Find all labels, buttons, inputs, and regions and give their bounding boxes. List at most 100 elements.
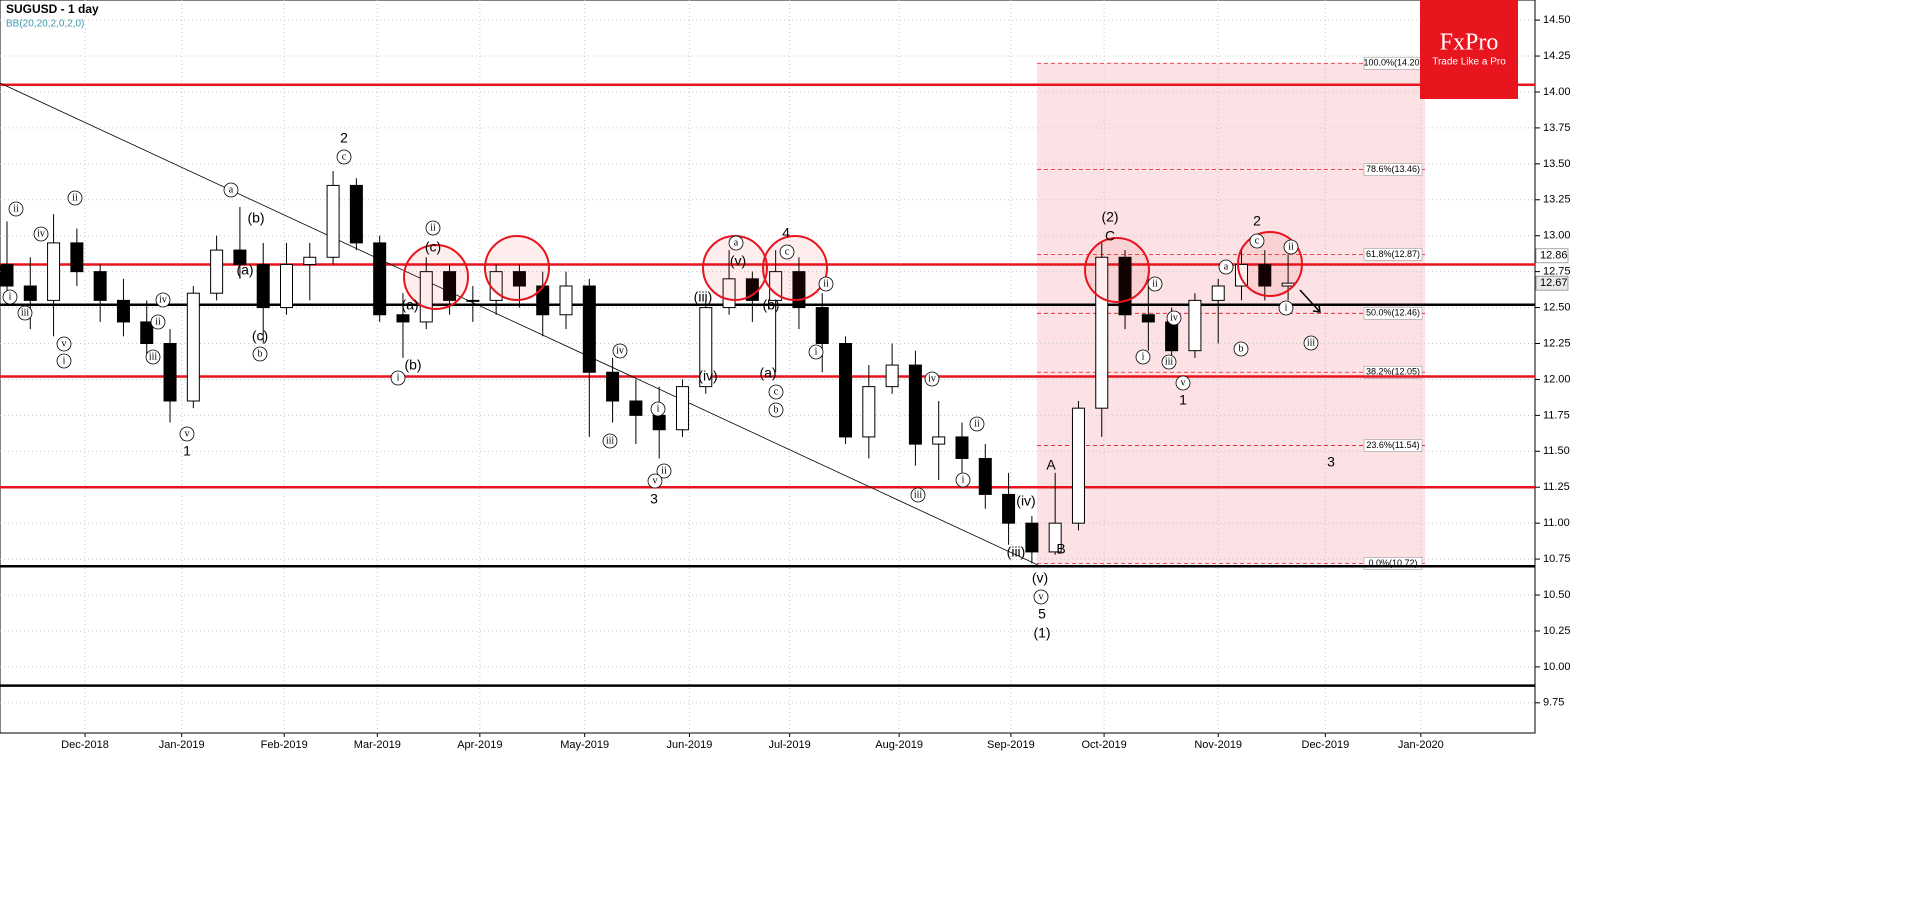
wave-label: (c) bbox=[425, 239, 441, 255]
wave-label: (a) bbox=[236, 262, 253, 278]
candle-body bbox=[885, 364, 899, 388]
fib-label: 23.6%(11.54) bbox=[1366, 440, 1419, 450]
wave-label: iv bbox=[616, 345, 624, 356]
wave-label: 1 bbox=[1179, 392, 1187, 408]
candle-body bbox=[466, 299, 480, 302]
y-tick-label: 13.75 bbox=[1543, 122, 1571, 134]
annotation-ring bbox=[155, 292, 171, 308]
fib-label: 50.0%(12.46) bbox=[1366, 308, 1420, 318]
y-tick-label: 14.00 bbox=[1543, 86, 1571, 98]
candle-body bbox=[839, 343, 853, 438]
wave-label: (a) bbox=[759, 365, 776, 381]
wave-label: v bbox=[185, 428, 190, 439]
wave-label: i bbox=[397, 372, 400, 383]
annotation-ring bbox=[1233, 341, 1249, 357]
candle-body bbox=[582, 285, 596, 373]
y-tick-label: 14.50 bbox=[1543, 14, 1571, 26]
wave-label: (c) bbox=[252, 328, 268, 344]
annotation-ring bbox=[1161, 354, 1177, 370]
wave-label: v bbox=[653, 475, 658, 486]
annotation-ring bbox=[1218, 259, 1234, 275]
wave-label: ii bbox=[430, 222, 436, 233]
wave-label: 3 bbox=[650, 491, 658, 507]
wave-label: 5 bbox=[1038, 606, 1046, 622]
fib-label: 0.0%(10.72) bbox=[1368, 558, 1417, 568]
wave-label: ii bbox=[661, 465, 667, 476]
annotation-ring bbox=[808, 344, 824, 360]
wave-label: iv bbox=[928, 373, 936, 384]
candle-body bbox=[1002, 493, 1016, 524]
wave-label: i bbox=[657, 403, 660, 414]
candle-body bbox=[233, 249, 247, 265]
wave-label: i bbox=[1142, 351, 1145, 362]
x-tick-label: Jun-2019 bbox=[667, 739, 713, 751]
annotation-ring bbox=[612, 343, 628, 359]
wave-label: ii bbox=[72, 192, 78, 203]
wave-label: ii bbox=[155, 316, 161, 327]
wave-label: i bbox=[1285, 302, 1288, 313]
annotation-ring bbox=[969, 416, 985, 432]
candle-body bbox=[163, 343, 177, 402]
plot-layer: 100.0%(14.20)78.6%(13.46)61.8%(12.87)50.… bbox=[0, 0, 1535, 733]
wave-label: a bbox=[1224, 261, 1229, 272]
candle-body bbox=[326, 184, 340, 258]
wave-label: C bbox=[1105, 228, 1115, 244]
candle-body bbox=[0, 263, 14, 287]
fib-label-box bbox=[1363, 365, 1423, 379]
annotation-ring bbox=[1249, 233, 1265, 249]
y-tick-label: 12.25 bbox=[1543, 337, 1571, 349]
annotation-ring bbox=[818, 276, 834, 292]
x-tick-label: Nov-2019 bbox=[1194, 739, 1242, 751]
tagline: Trade Like a Pro bbox=[1432, 57, 1506, 68]
wave-label: c bbox=[342, 151, 347, 162]
wave-label: i bbox=[962, 474, 965, 485]
y-tick-label: 11.50 bbox=[1543, 445, 1570, 457]
wave-label: (b) bbox=[762, 297, 779, 313]
candle-body bbox=[1141, 314, 1155, 323]
annotation-ring bbox=[602, 433, 618, 449]
annotation-ring bbox=[252, 346, 268, 362]
wave-label: 3 bbox=[1327, 454, 1335, 470]
y-tick-label: 10.50 bbox=[1543, 589, 1571, 601]
wave-label: a bbox=[734, 237, 739, 248]
annotation-ring bbox=[924, 371, 940, 387]
candle-body bbox=[23, 285, 37, 301]
candle-body bbox=[978, 457, 992, 495]
wave-label: iii bbox=[149, 351, 158, 362]
y-tick-label: 12.50 bbox=[1543, 301, 1571, 313]
fib-label-box bbox=[1363, 248, 1423, 261]
wave-label: iii bbox=[1307, 337, 1316, 348]
candle-body bbox=[116, 299, 130, 323]
wave-label: B bbox=[1056, 541, 1065, 557]
y-tick-label: 10.75 bbox=[1543, 553, 1571, 565]
fib-label: 38.2%(12.05) bbox=[1366, 367, 1420, 377]
candle-body bbox=[675, 386, 689, 431]
annotation-ring bbox=[145, 349, 161, 365]
candle-body bbox=[47, 242, 61, 301]
wave-label: (a) bbox=[401, 297, 418, 313]
wave-label: ii bbox=[823, 278, 829, 289]
x-tick-label: Dec-2018 bbox=[61, 739, 109, 751]
candle-body bbox=[815, 307, 829, 345]
annotation-ring bbox=[1278, 300, 1294, 316]
wave-label: c bbox=[785, 246, 790, 257]
logo-box bbox=[1420, 0, 1518, 99]
candle-body bbox=[373, 242, 387, 316]
annotation-ring bbox=[1166, 310, 1182, 326]
candle-body bbox=[396, 314, 410, 323]
y-tick-label: 12.75 bbox=[1543, 266, 1571, 278]
candle-body bbox=[443, 271, 457, 301]
annotation-ring bbox=[8, 201, 24, 217]
annotation-ring bbox=[779, 244, 795, 260]
wave-label: (b) bbox=[404, 357, 421, 373]
price-tag-box bbox=[1535, 248, 1569, 264]
annotation-ring bbox=[1303, 335, 1319, 351]
annotation-ring bbox=[768, 402, 784, 418]
wave-label: iii bbox=[606, 435, 615, 446]
candle-body bbox=[70, 242, 84, 273]
wave-label: iii bbox=[21, 307, 30, 318]
candle-body bbox=[93, 271, 107, 301]
annotation-ring bbox=[1147, 276, 1163, 292]
